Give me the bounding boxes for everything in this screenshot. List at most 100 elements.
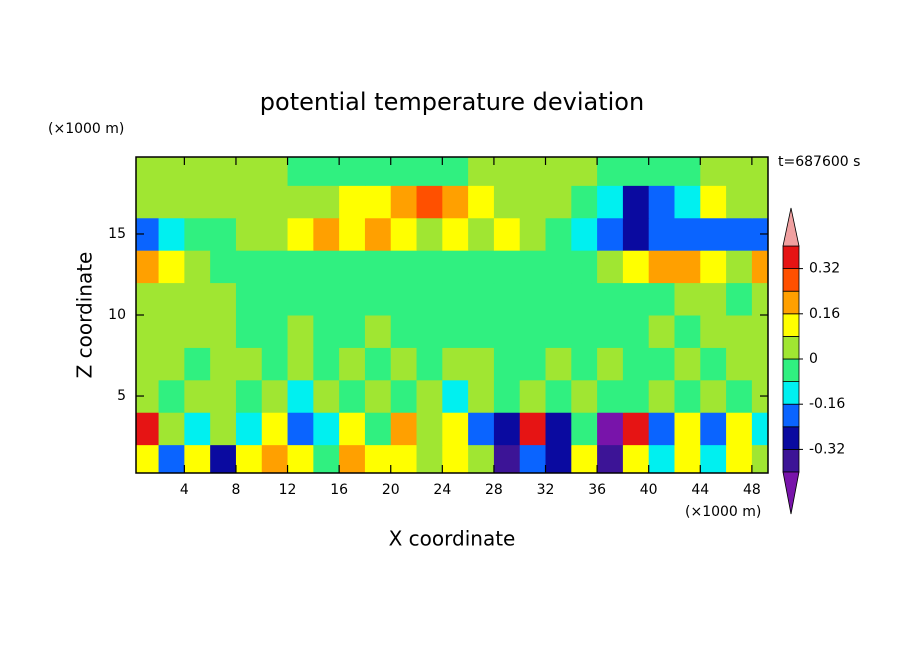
field-cell bbox=[416, 412, 443, 446]
field-cell bbox=[158, 379, 185, 413]
field-cell bbox=[493, 412, 521, 446]
field-cell bbox=[136, 444, 160, 474]
field-cell bbox=[648, 217, 675, 251]
field-cell bbox=[468, 379, 495, 413]
field-cell bbox=[313, 185, 340, 219]
field-cell bbox=[519, 347, 547, 381]
colorbar-box bbox=[782, 245, 800, 270]
field-cell bbox=[339, 185, 366, 219]
field-cell bbox=[364, 250, 392, 284]
field-cell bbox=[519, 250, 547, 284]
field-cell bbox=[261, 315, 289, 348]
field-cell bbox=[700, 412, 727, 446]
x-tick-label: 32 bbox=[537, 482, 555, 498]
field-cell bbox=[622, 217, 650, 251]
field-cell bbox=[339, 379, 366, 413]
x-tick-label: 20 bbox=[382, 482, 400, 498]
field-cell bbox=[416, 185, 443, 219]
field-cell bbox=[751, 444, 769, 474]
colorbar-top-triangle bbox=[782, 207, 800, 247]
field-cell bbox=[158, 157, 185, 186]
field-cell bbox=[545, 347, 572, 381]
field-cell bbox=[313, 217, 340, 251]
field-cell bbox=[597, 379, 624, 413]
field-cell bbox=[597, 315, 624, 348]
field-cell bbox=[390, 217, 418, 251]
field-cell bbox=[648, 250, 675, 284]
field-cell bbox=[648, 185, 675, 219]
field-cell bbox=[136, 412, 160, 446]
field-cell bbox=[235, 379, 263, 413]
field-cell bbox=[287, 185, 314, 219]
field-cell bbox=[210, 347, 237, 381]
field-cell bbox=[339, 157, 366, 186]
field-cell bbox=[339, 250, 366, 284]
field-cell bbox=[184, 157, 211, 186]
field-cell bbox=[468, 217, 495, 251]
field-cell bbox=[184, 217, 211, 251]
field-cell bbox=[364, 157, 392, 186]
field-cell bbox=[235, 315, 263, 348]
field-cell bbox=[622, 250, 650, 284]
field-cell bbox=[468, 282, 495, 316]
field-cell bbox=[136, 282, 160, 316]
field-cell bbox=[597, 282, 624, 316]
field-cell bbox=[261, 379, 289, 413]
field-cell bbox=[136, 315, 160, 348]
field-cell bbox=[519, 315, 547, 348]
field-cell bbox=[416, 315, 443, 348]
field-cell bbox=[493, 282, 521, 316]
colorbar-box bbox=[782, 403, 800, 428]
field-cell bbox=[674, 412, 701, 446]
field-cell bbox=[158, 315, 185, 348]
y-axis-label: Z coordinate bbox=[73, 252, 97, 379]
field-cell bbox=[339, 315, 366, 348]
field-cell bbox=[364, 315, 392, 348]
field-cell bbox=[571, 250, 598, 284]
field-cell bbox=[416, 379, 443, 413]
field-cell bbox=[390, 315, 418, 348]
field-cell bbox=[545, 412, 572, 446]
field-cell bbox=[210, 157, 237, 186]
field-cell bbox=[313, 412, 340, 446]
field-cell bbox=[751, 282, 769, 316]
field-cell bbox=[261, 217, 289, 251]
field-cell bbox=[210, 282, 237, 316]
colorbar-bottom-triangle bbox=[782, 471, 800, 515]
field-cell bbox=[519, 185, 547, 219]
field-cell bbox=[648, 412, 675, 446]
field-cell bbox=[261, 250, 289, 284]
field-cell bbox=[261, 157, 289, 186]
field-cell bbox=[726, 282, 753, 316]
field-cell bbox=[158, 250, 185, 284]
field-cell bbox=[545, 282, 572, 316]
x-tick-label: 40 bbox=[640, 482, 658, 498]
x-tick-label: 36 bbox=[588, 482, 606, 498]
field-cell bbox=[545, 185, 572, 219]
field-cell bbox=[545, 157, 572, 186]
field-cell bbox=[339, 347, 366, 381]
colorbar-box bbox=[782, 426, 800, 450]
field-cell bbox=[339, 282, 366, 316]
field-cell bbox=[726, 379, 753, 413]
field-cell bbox=[339, 412, 366, 446]
field-cell bbox=[622, 412, 650, 446]
field-cell bbox=[210, 444, 237, 474]
field-cell bbox=[674, 444, 701, 474]
field-cell bbox=[390, 185, 418, 219]
field-cell bbox=[313, 444, 340, 474]
field-cell bbox=[261, 282, 289, 316]
field-cell bbox=[184, 412, 211, 446]
field-cell bbox=[493, 185, 521, 219]
field-cell bbox=[726, 347, 753, 381]
field-cell bbox=[674, 379, 701, 413]
colorbar-box bbox=[782, 448, 800, 473]
field-cell bbox=[364, 185, 392, 219]
field-cell bbox=[416, 444, 443, 474]
field-cell bbox=[136, 347, 160, 381]
field-cell bbox=[726, 315, 753, 348]
field-cell bbox=[493, 250, 521, 284]
field-cell bbox=[235, 444, 263, 474]
field-cell bbox=[184, 379, 211, 413]
field-cell bbox=[674, 347, 701, 381]
